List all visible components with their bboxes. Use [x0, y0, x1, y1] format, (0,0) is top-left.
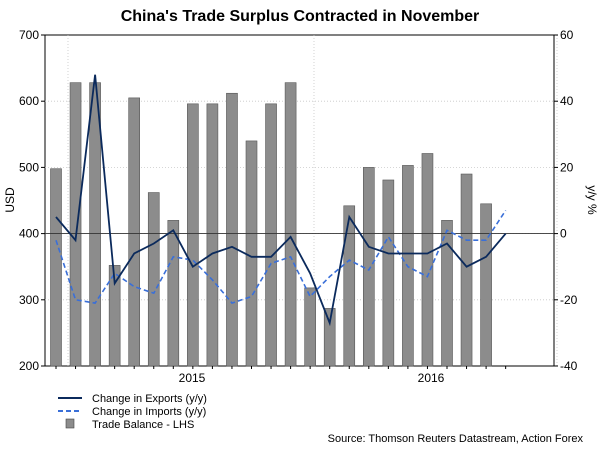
bar-trade-balance: [265, 103, 277, 367]
bar-trade-balance: [441, 220, 453, 367]
bar-trade-balance: [343, 205, 356, 367]
bar-trade-balance: [226, 92, 238, 367]
y-left-tick-label: 200: [19, 359, 39, 373]
legend-swatch-trade-balance: [65, 418, 75, 429]
y-left-tick-label: 400: [19, 227, 39, 241]
bar-trade-balance: [284, 82, 297, 367]
plot-area: [44, 34, 555, 367]
x-tick-label: 2015: [179, 371, 206, 385]
y-right-tick-label: 20: [560, 160, 574, 174]
bar-trade-balance: [147, 192, 160, 367]
bar-trade-balance: [69, 82, 82, 367]
bar-trade-balance: [128, 97, 140, 367]
line-exports: [55, 74, 507, 327]
y-right-tick-label: 60: [560, 28, 574, 42]
axes-layer: 200 300 400 500 600 700 -40 -20 0 20 40 60 2015 2016: [19, 28, 578, 385]
bar-trade-balance: [480, 203, 492, 367]
y-left-tick-label: 300: [19, 293, 39, 307]
bar-trade-balance: [50, 168, 62, 367]
bar-trade-balance: [382, 179, 395, 367]
line-imports: [55, 209, 507, 305]
bar-trade-balance: [167, 220, 180, 367]
legend: Change in Exports (y/y) Change in Import…: [58, 393, 207, 431]
y-right-tick-label: 0: [560, 227, 567, 241]
bar-trade-balance: [187, 103, 199, 367]
bar-trade-balance: [421, 153, 434, 367]
bar-trade-balance: [245, 140, 258, 367]
bar-trade-balance: [304, 287, 316, 367]
y-left-tick-label: 500: [19, 160, 39, 174]
bar-trade-balance: [206, 103, 219, 367]
y-axis-left-label: USD: [3, 187, 17, 213]
chart-title: China's Trade Surplus Contracted in Nove…: [121, 8, 480, 25]
y-left-tick-label: 700: [19, 28, 39, 42]
x-tick-label: 2016: [418, 371, 445, 385]
y-axis-right-label: y/y %: [585, 185, 599, 215]
source-note: Source: Thomson Reuters Datastream, Acti…: [328, 433, 584, 445]
bar-trade-balance: [362, 167, 375, 367]
y-right-tick-label: -20: [560, 293, 578, 307]
bar-trade-balance: [323, 308, 336, 367]
y-right-tick-label: 40: [560, 94, 574, 108]
legend-label-exports: Change in Exports (y/y): [92, 393, 207, 405]
y-right-tick-label: -40: [560, 359, 578, 373]
legend-label-imports: Change in Imports (y/y): [92, 406, 206, 418]
legend-label-trade-balance: Trade Balance - LHS: [92, 419, 194, 431]
y-left-tick-label: 600: [19, 94, 39, 108]
lines-layer: [45, 74, 554, 327]
bar-trade-balance: [460, 173, 473, 367]
